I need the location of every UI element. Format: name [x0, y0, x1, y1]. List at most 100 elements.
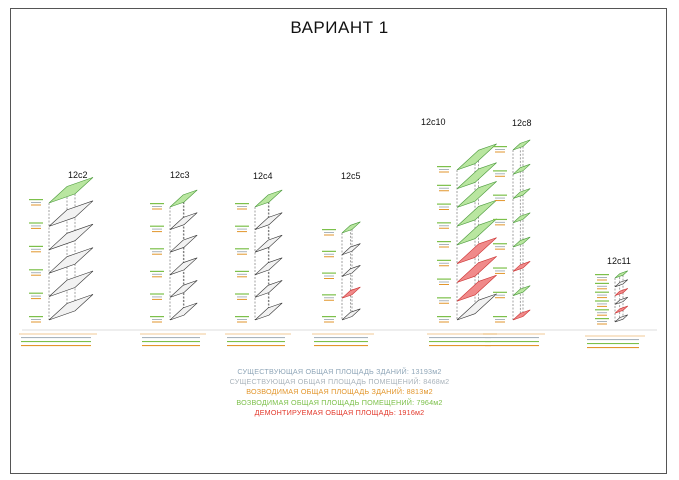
b12c4-annotation-mark [235, 203, 249, 205]
b12c2-annotation-mark [31, 274, 41, 276]
b12c4-floor-slab [254, 212, 283, 230]
b12c3-annotation-mark [152, 208, 162, 210]
b12c5-annotation-mark [322, 250, 336, 252]
b12c2-annotation-mark [29, 222, 43, 224]
b12c10-legend-text-mark [429, 337, 491, 339]
b12c10-annotation-mark [439, 262, 449, 264]
b12c11-legend-text-mark [587, 343, 639, 345]
b12c11-annotation-mark [597, 321, 607, 322]
b12c3-annotation-mark [152, 253, 162, 255]
b12c10-floor-slab [456, 293, 497, 321]
b12c11-annotation-mark [597, 323, 607, 325]
b12c5-annotation-mark [324, 299, 334, 301]
b12c3-annotation-mark [150, 316, 164, 318]
b12c4-legend-text-mark [227, 345, 285, 347]
b12c11-floor-slab [614, 288, 629, 296]
b12c8-annotation-mark [493, 146, 507, 148]
b12c11-annotation-mark [595, 282, 609, 284]
b12c2-annotation-mark [31, 202, 41, 203]
b12c8-annotation-mark [495, 197, 505, 199]
b12c2-annotation-mark [31, 251, 41, 253]
b12c10-annotation-mark [437, 316, 451, 318]
b12c11-annotation-mark [597, 285, 607, 287]
b12c5-floor-slab [341, 265, 361, 277]
b12c3-annotation-mark [152, 231, 162, 233]
b12c8-annotation-mark [495, 224, 505, 226]
b12c2-legend-text-mark [21, 341, 91, 343]
b12c8-annotation-mark [493, 194, 507, 196]
b12c10-annotation-mark [437, 166, 451, 168]
b12c2-annotation-mark [31, 204, 41, 206]
b12c11-floor-slab [614, 305, 629, 314]
b12c4-annotation-mark [237, 276, 247, 278]
b12c3-floor-slab [169, 280, 198, 298]
b12c10-legend-text-mark [429, 345, 491, 347]
b12c10-annotation-mark [439, 169, 449, 170]
b12c2-annotation-mark [29, 316, 43, 318]
building-label-12c4: 12с4 [253, 171, 273, 181]
b12c10-annotation-mark [439, 319, 449, 320]
b12c11-annotation-mark [597, 294, 607, 296]
b12c10-annotation-mark [439, 246, 449, 248]
b12c11-floor-slab [614, 314, 629, 323]
b12c4-annotation-mark [237, 273, 247, 275]
b12c11-annotation-mark [595, 300, 609, 302]
b12c8-annotation-mark [495, 270, 505, 272]
building-label-12c5: 12с5 [341, 171, 361, 181]
b12c8-floor-slab [512, 163, 531, 175]
b12c2-legend-text-mark [21, 337, 91, 339]
b12c8-annotation-mark [495, 200, 505, 202]
b12c4-annotation-mark [237, 296, 247, 298]
b12c8-annotation-mark [493, 218, 507, 221]
b12c2-annotation-mark [29, 199, 43, 201]
b12c2-annotation-mark [31, 295, 41, 297]
b12c10-annotation-mark [439, 284, 449, 285]
b12c10-annotation-mark [437, 297, 451, 299]
b12c2-legend-text-mark [21, 345, 91, 347]
b12c2-annotation-mark [31, 225, 41, 227]
b12c11-legend-text-mark [587, 339, 639, 341]
b12c3-floor-slab [169, 189, 198, 208]
b12c3-floor-slab [169, 212, 198, 230]
b12c5-floor-slab [341, 221, 361, 234]
b12c5-legend-text-mark [314, 341, 368, 343]
b12c8-legend-text-mark [485, 341, 539, 343]
b12c4-annotation-mark [237, 253, 247, 255]
b12c8-annotation-mark [493, 291, 507, 293]
b12c3-legend-text-mark [142, 341, 200, 343]
b12c10-annotation-mark [437, 203, 451, 205]
b12c5-legend-text-mark [314, 337, 368, 339]
b12c10-annotation-mark [439, 209, 449, 210]
b12c3-annotation-mark [150, 203, 164, 205]
b12c4-annotation-mark [237, 251, 247, 253]
b12c2-floor-slab [48, 223, 94, 251]
b12c3-annotation-mark [152, 273, 162, 275]
b12c8-floor-slab [512, 139, 531, 151]
b12c10-annotation-mark [437, 222, 451, 224]
b12c2-annotation-mark [31, 272, 41, 274]
b12c11-annotation-mark [597, 297, 607, 299]
b12c5-floor-slab [341, 243, 361, 256]
b12c10-annotation-mark [439, 187, 449, 189]
b12c10-annotation-mark [437, 278, 451, 280]
b12c11-annotation-mark [595, 309, 609, 311]
b12c8-annotation-mark [493, 267, 507, 269]
b12c4-annotation-mark [237, 206, 247, 207]
b12c8-annotation-mark [495, 151, 505, 153]
b12c3-floor-slab [169, 257, 198, 276]
b12c4-annotation-mark [237, 208, 247, 210]
b12c2-floor-slab [48, 177, 94, 204]
existing-rooms-area: СУЩЕСТВУЮЩАЯ ОБЩАЯ ПЛОЩАДЬ ПОМЕЩЕНИЙ: 84… [229, 377, 450, 387]
b12c4-floor-slab [254, 189, 283, 208]
b12c3-annotation-mark [150, 293, 164, 295]
b12c10-annotation-mark [439, 244, 449, 245]
b12c11-annotation-mark [595, 274, 609, 276]
b12c8-annotation-mark [493, 243, 507, 245]
b12c3-floor-slab [169, 234, 198, 253]
b12c4-annotation-mark [235, 316, 249, 318]
b12c10-floor-slab [456, 181, 497, 208]
b12c8-floor-slab [512, 285, 531, 296]
b12c4-annotation-mark [237, 321, 247, 323]
b12c11-annotation-mark [597, 277, 607, 278]
b12c11-annotation-mark [595, 318, 609, 320]
